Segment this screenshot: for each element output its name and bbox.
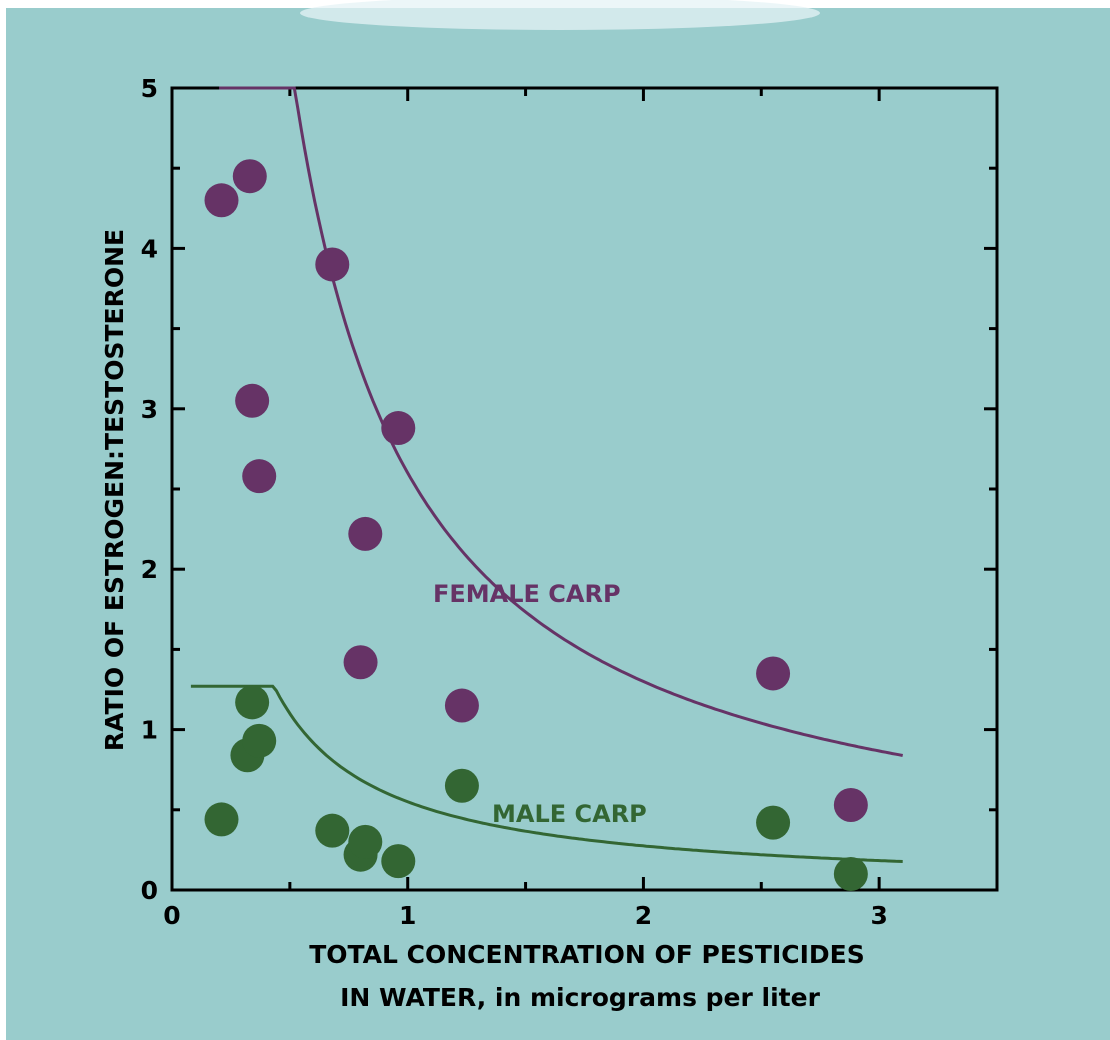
axes	[170, 86, 999, 892]
x-tick-label: 0	[163, 901, 180, 930]
male-carp-data-point	[833, 856, 868, 891]
x-tick-label: 2	[635, 901, 652, 930]
male-carp-data-point	[756, 805, 791, 840]
male-carp-fit-curve	[190, 684, 903, 863]
male-carp-data-point	[315, 813, 350, 848]
ticks: 0 1 2 3 0 1 2 3 4 5	[141, 74, 997, 930]
y-tick-label: 4	[141, 234, 158, 263]
y-axis-label: RATIO OF ESTROGEN:TESTOSTERONE	[100, 229, 129, 751]
female-carp-data-point	[756, 656, 791, 691]
x-axis-label-line-2: IN WATER, in micrograms per liter	[340, 983, 821, 1012]
y-tick-label: 5	[141, 74, 158, 103]
male-carp-data-point	[348, 824, 383, 859]
female-carp-data-point	[204, 183, 239, 218]
female-carp-label: FEMALE CARP	[433, 580, 621, 608]
female-carp-data-point	[235, 383, 270, 418]
male-carp-data-point	[444, 768, 479, 803]
chart-labels: TOTAL CONCENTRATION OF PESTICIDES IN WAT…	[100, 229, 865, 1012]
female-carp-data-point	[343, 645, 378, 680]
fit-curves	[190, 86, 904, 863]
female-carp-data-point	[833, 787, 868, 822]
x-tick-label: 3	[870, 901, 887, 930]
female-carp-data-point	[381, 411, 416, 446]
y-tick-label: 1	[141, 716, 158, 745]
y-tick-label: 2	[141, 555, 158, 584]
y-tick-label: 0	[141, 876, 158, 905]
male-carp-data-point	[204, 802, 239, 837]
male-carp-data-point	[242, 723, 277, 758]
data-points	[204, 159, 868, 891]
female-carp-data-point	[232, 159, 267, 194]
y-tick-label: 3	[141, 395, 158, 424]
male-carp-data-point	[235, 685, 270, 720]
male-carp-data-point	[381, 844, 416, 879]
female-carp-data-point	[242, 459, 277, 494]
x-axis-label-line-1: TOTAL CONCENTRATION OF PESTICIDES	[309, 940, 865, 969]
female-carp-data-point	[315, 247, 350, 282]
x-tick-label: 1	[399, 901, 416, 930]
figure-background	[6, 8, 1110, 1040]
female-carp-data-point	[444, 688, 479, 723]
female-carp-data-point	[348, 516, 383, 551]
male-carp-label: MALE CARP	[492, 800, 647, 828]
female-carp-fit-curve	[219, 86, 904, 757]
background-highlight	[300, 0, 820, 30]
plot-frame	[170, 86, 999, 892]
